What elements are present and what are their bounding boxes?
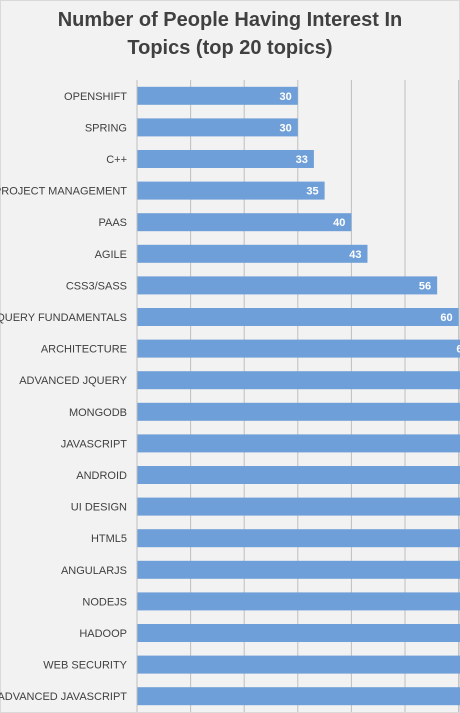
category-label: ARCHITECTURE (41, 344, 127, 356)
category-label: ADVANCED JQUERY (19, 375, 127, 387)
bar (137, 560, 460, 579)
data-label: 56 (419, 280, 431, 292)
category-label: ANGULARJS (61, 565, 127, 577)
gridlines (136, 80, 460, 712)
bar (137, 624, 460, 642)
category-label: NODEJS (82, 596, 127, 608)
bar (137, 150, 314, 168)
category-label: C++ (106, 154, 127, 166)
data-label: 35 (306, 186, 318, 198)
category-label: PAAS (98, 217, 127, 229)
bar (137, 434, 460, 453)
bar (137, 655, 460, 674)
category-label: CSS3/SASS (66, 280, 127, 292)
chart-title-line-2: Topics (top 20 topics) (127, 37, 333, 59)
bar (137, 592, 460, 611)
category-label: HTML5 (91, 533, 127, 545)
category-label: ANDROID (76, 470, 127, 482)
bar (137, 86, 298, 105)
data-label: 43 (349, 249, 361, 261)
category-label: WEB SECURITY (43, 660, 127, 672)
bar (137, 687, 460, 706)
bar (137, 371, 460, 390)
bar (137, 308, 459, 326)
category-label: AGILE (95, 249, 127, 261)
category-label: PROJECT MANAGEMENT (0, 186, 127, 198)
bar (137, 118, 298, 137)
category-label: JQUERY FUNDAMENTALS (0, 312, 127, 324)
category-label: HADOOP (79, 628, 127, 640)
data-label: 60 (440, 312, 452, 324)
category-label: SPRING (85, 122, 127, 134)
chart-title: Number of People Having Interest In Topi… (0, 6, 460, 62)
data-label: 40 (333, 217, 345, 229)
bar (137, 466, 460, 484)
category-label: ADVANCED JAVASCRIPT (0, 691, 127, 703)
bar (137, 181, 325, 200)
data-label: 30 (280, 91, 292, 103)
bar (137, 339, 460, 358)
category-label: JAVASCRIPT (61, 438, 127, 450)
category-label: OPENSHIFT (64, 91, 127, 103)
bar (137, 276, 438, 295)
data-label: 63 (456, 344, 460, 356)
category-label: UI DESIGN (71, 502, 127, 514)
data-label: 30 (280, 122, 292, 134)
bar (137, 213, 352, 232)
bar (137, 244, 368, 263)
chart-title-line-1: Number of People Having Interest In (57, 9, 403, 31)
data-label: 33 (296, 154, 308, 166)
bar (137, 402, 460, 421)
bar (137, 529, 460, 548)
category-label: MONGODB (69, 407, 127, 419)
bar (137, 497, 460, 516)
